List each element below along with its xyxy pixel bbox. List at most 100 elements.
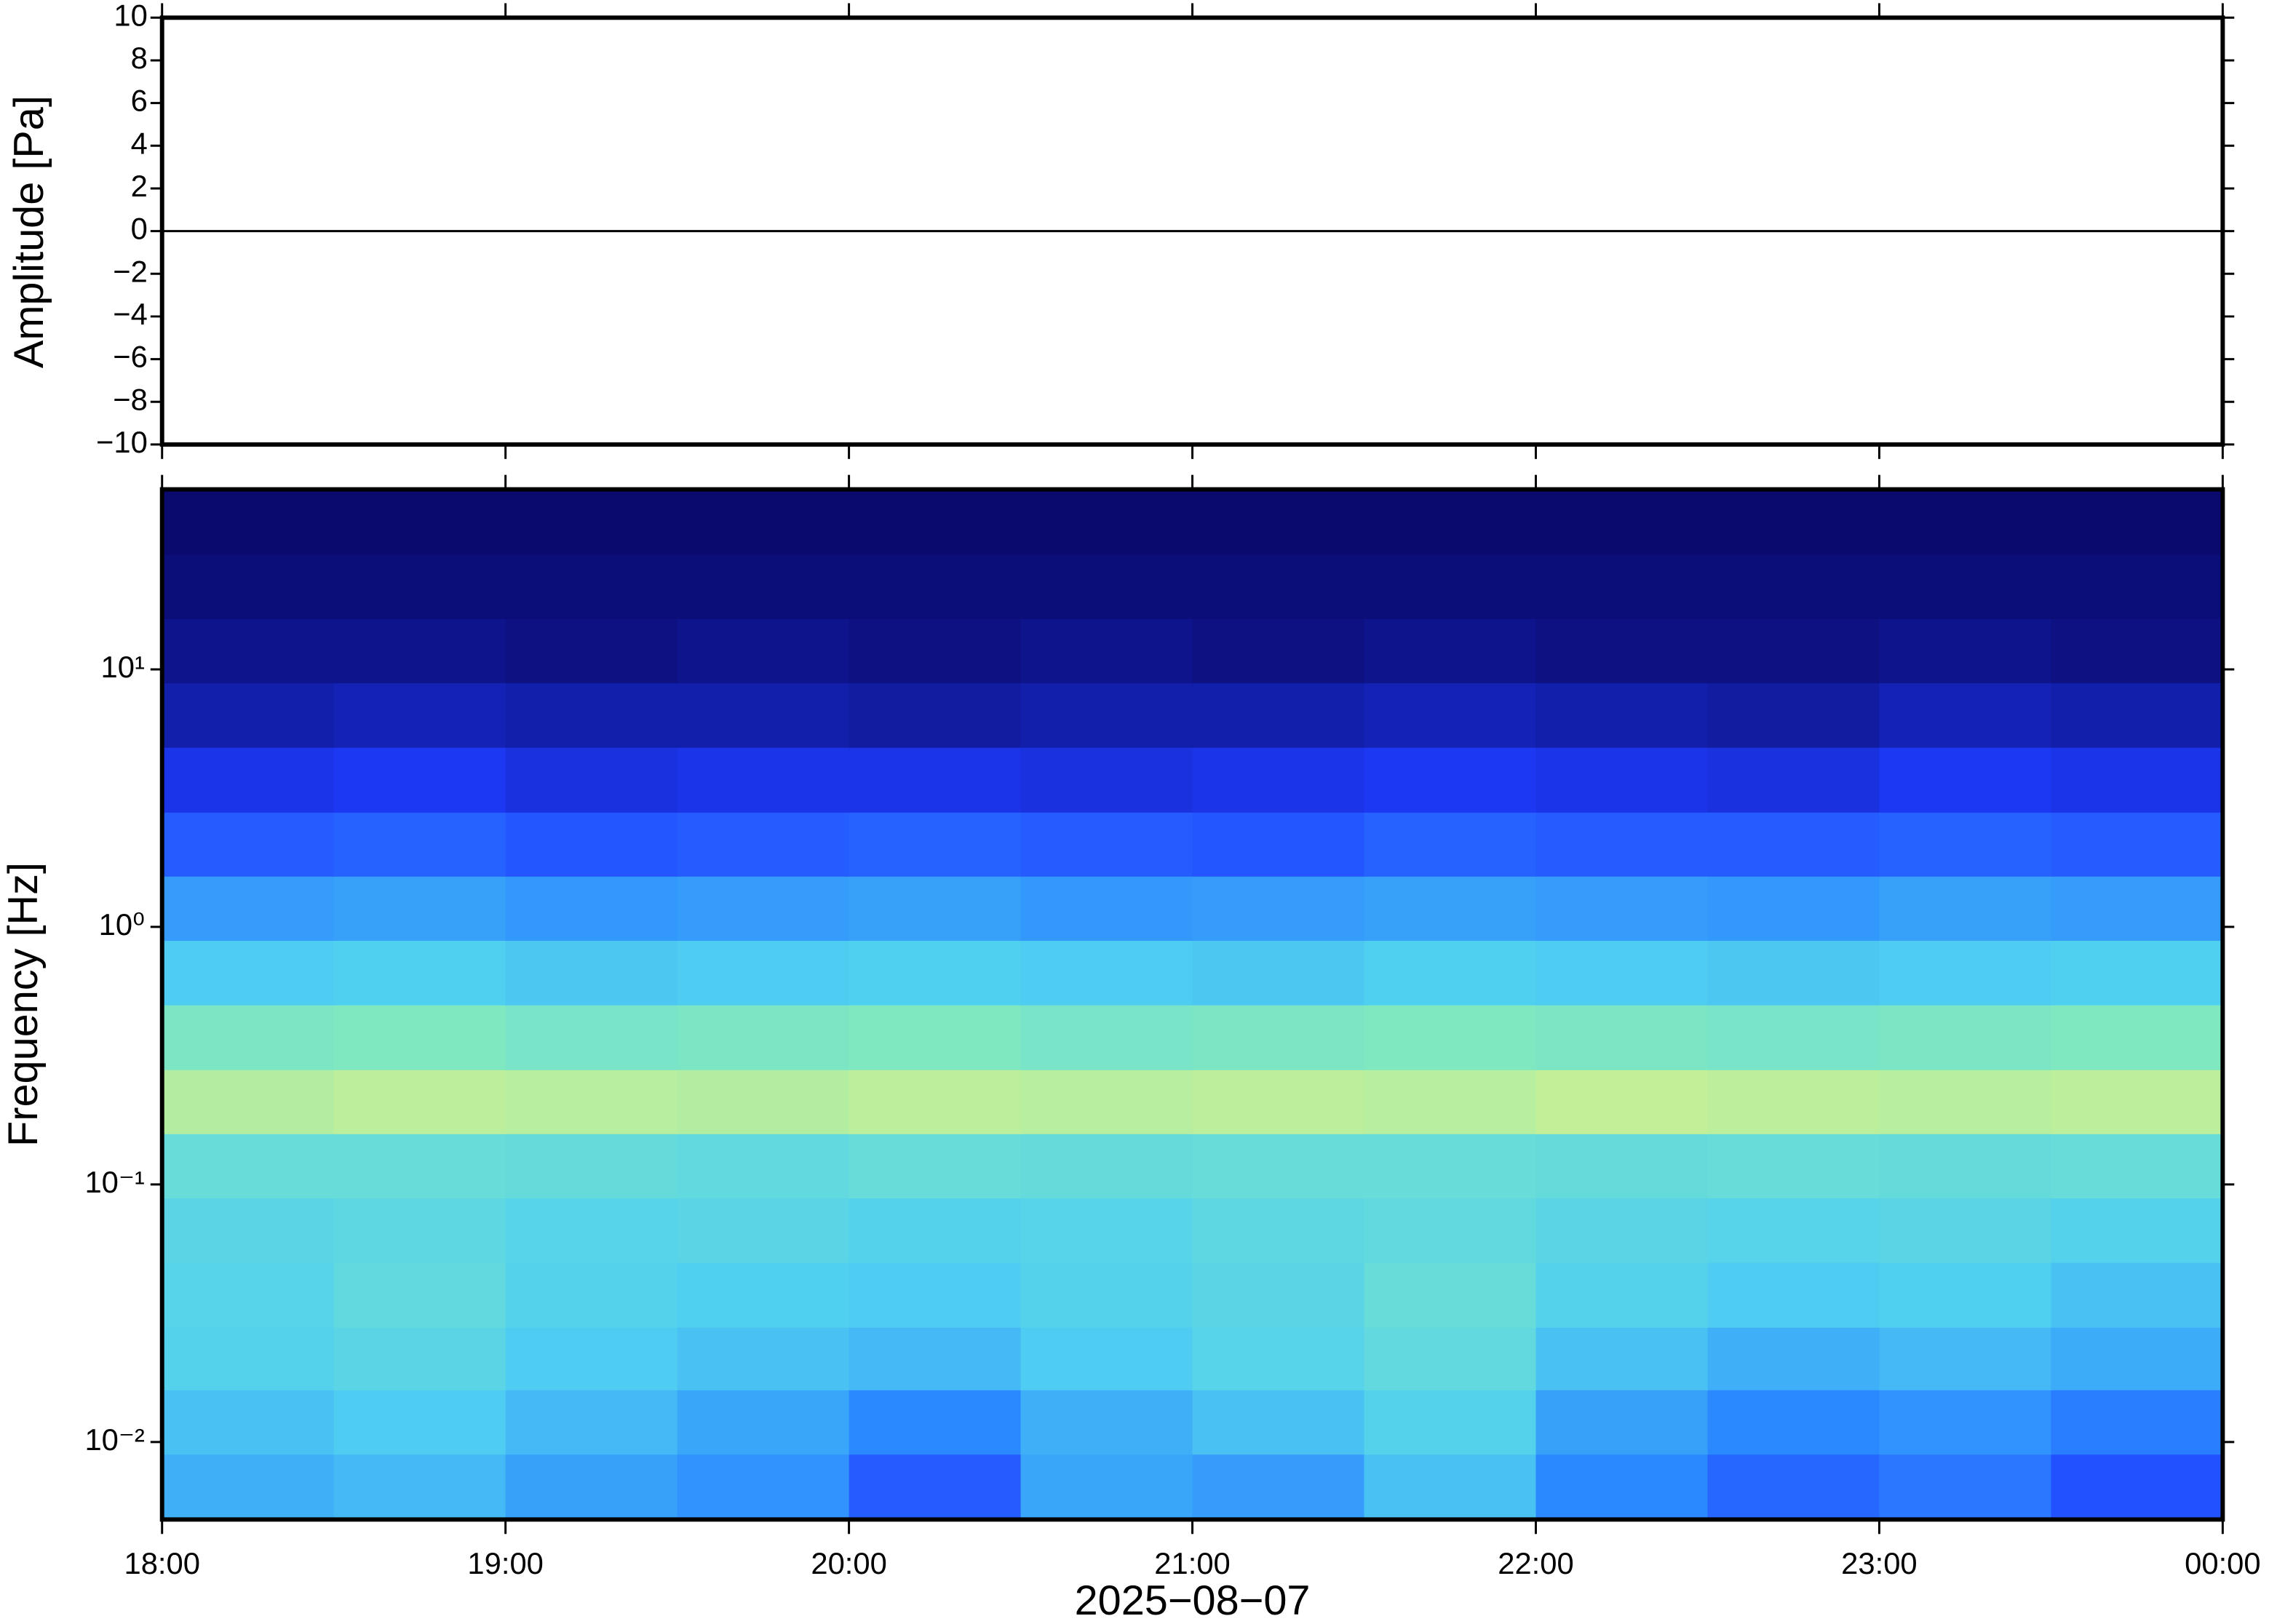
- spectrogram-cell: [1192, 1454, 1365, 1521]
- y-tick-label: −6: [113, 340, 148, 374]
- spectrogram-cell: [1020, 1389, 1193, 1455]
- spectrogram-cell: [1707, 939, 1880, 1006]
- spectrogram-cell: [677, 747, 850, 813]
- spectrogram-cell: [1535, 554, 1709, 619]
- x-tick-label: 00:00: [2185, 1546, 2260, 1580]
- spectrogram-cell: [162, 1069, 335, 1134]
- spectrogram-cell: [162, 939, 335, 1006]
- spectrogram-cell: [1879, 747, 2052, 813]
- y-tick-label: 8: [131, 41, 148, 75]
- x-tick-label: 23:00: [1841, 1546, 1917, 1580]
- spectrogram-cell: [677, 1262, 850, 1328]
- spectrogram-cell: [1364, 682, 1537, 748]
- spectrogram-cell: [333, 1197, 506, 1263]
- spectrogram-cell: [1879, 682, 2052, 748]
- spectrogram-cell: [505, 554, 678, 619]
- spectrogram-cell: [1879, 489, 2052, 555]
- spectrogram-cell: [162, 1197, 335, 1263]
- spectrogram-cell: [505, 1069, 678, 1134]
- spectrogram-cell: [677, 1133, 850, 1198]
- spectrogram-cell: [1192, 1069, 1365, 1134]
- spectrogram-cell: [2051, 1389, 2224, 1455]
- spectrogram-cell: [505, 811, 678, 877]
- spectrogram-cell: [1535, 1197, 1709, 1263]
- spectrogram-cell: [1879, 1389, 2052, 1455]
- spectrogram-cell: [162, 1262, 335, 1328]
- spectrogram-cell: [849, 1389, 1022, 1455]
- y-tick-label: 10⁰: [99, 907, 145, 942]
- spectrogram-cell: [1364, 1326, 1537, 1390]
- spectrogram-cell: [677, 1326, 850, 1390]
- spectrogram-cell: [333, 1004, 506, 1070]
- spectrogram-cell: [677, 939, 850, 1006]
- spectrogram-cell: [1192, 1262, 1365, 1328]
- spectrogram-cell: [849, 554, 1022, 619]
- y-tick-label: −10: [96, 425, 148, 459]
- spectrogram-cell: [1020, 1454, 1193, 1521]
- spectrogram-cell: [505, 1133, 678, 1198]
- y-tick-label: 10¹: [101, 650, 145, 684]
- spectrogram-cell: [333, 1133, 506, 1198]
- spectrogram-cell: [2051, 875, 2224, 942]
- spectrogram-cell: [1879, 1262, 2052, 1328]
- spectrogram-cell: [677, 682, 850, 748]
- spectrogram-cell: [1364, 875, 1537, 942]
- spectrogram-cell: [1707, 1326, 1880, 1390]
- spectrogram-cell: [1192, 1133, 1365, 1198]
- spectrogram-cell: [1192, 1326, 1365, 1390]
- spectrogram-cell: [849, 1454, 1022, 1521]
- spectrogram-cell: [1707, 1454, 1880, 1521]
- spectrogram-cell: [677, 618, 850, 684]
- spectrogram-cell: [1020, 939, 1193, 1006]
- spectrogram-cell: [505, 489, 678, 555]
- spectrogram-cell: [1020, 747, 1193, 813]
- spectrogram-cell: [333, 747, 506, 813]
- spectrogram-cell: [1192, 682, 1365, 748]
- spectrogram-cell: [1192, 811, 1365, 877]
- spectrogram-cell: [1364, 1069, 1537, 1134]
- spectrogram-cell: [1020, 811, 1193, 877]
- spectrogram-cell: [1020, 682, 1193, 748]
- spectrogram-cell: [1535, 1004, 1709, 1070]
- y-axis-label: Frequency [Hz]: [0, 862, 47, 1147]
- spectrogram-cell: [1020, 1326, 1193, 1390]
- spectrogram-cell: [162, 1133, 335, 1198]
- spectrogram-cell: [1707, 682, 1880, 748]
- spectrogram-cell: [1020, 1197, 1193, 1263]
- spectrogram-cell: [162, 1004, 335, 1070]
- spectrogram-cell: [677, 489, 850, 555]
- spectrogram-cell: [1364, 1262, 1537, 1328]
- spectrogram-cell: [1535, 489, 1709, 555]
- y-tick-label: 10⁻²: [84, 1422, 144, 1457]
- spectrogram-cell: [1192, 747, 1365, 813]
- spectrogram-cell: [849, 939, 1022, 1006]
- spectrogram-cell: [849, 1133, 1022, 1198]
- spectrogram-cell: [2051, 1197, 2224, 1263]
- spectrogram-cell: [505, 1262, 678, 1328]
- y-tick-label: −8: [113, 382, 148, 416]
- spectrogram-cell: [1535, 747, 1709, 813]
- spectrogram-cell: [849, 1069, 1022, 1134]
- spectrogram-cell: [333, 554, 506, 619]
- spectrogram-cell: [1707, 1389, 1880, 1455]
- spectrogram-cell: [1707, 618, 1880, 684]
- x-tick-label: 18:00: [124, 1546, 199, 1580]
- spectrogram-cell: [162, 875, 335, 942]
- x-tick-label: 21:00: [1154, 1546, 1230, 1580]
- plot-frame: [159, 487, 2225, 1522]
- spectrogram-cell: [505, 682, 678, 748]
- spectrogram-cell: [1707, 875, 1880, 942]
- spectrogram-cell: [1192, 1389, 1365, 1455]
- spectrogram-cell: [333, 1389, 506, 1455]
- spectrogram-cell: [162, 682, 335, 748]
- spectrogram-cell: [1192, 618, 1365, 684]
- spectrogram-cell: [1535, 811, 1709, 877]
- spectrogram-cell: [1192, 489, 1365, 555]
- spectrogram-cell: [1192, 939, 1365, 1006]
- spectrogram-cell: [162, 1326, 335, 1390]
- spectrogram-cell: [1879, 1133, 2052, 1198]
- spectrogram-cell: [1535, 1262, 1709, 1328]
- spectrogram-cell: [162, 489, 335, 555]
- spectrogram-cell: [505, 1389, 678, 1455]
- spectrogram-cell: [333, 1069, 506, 1134]
